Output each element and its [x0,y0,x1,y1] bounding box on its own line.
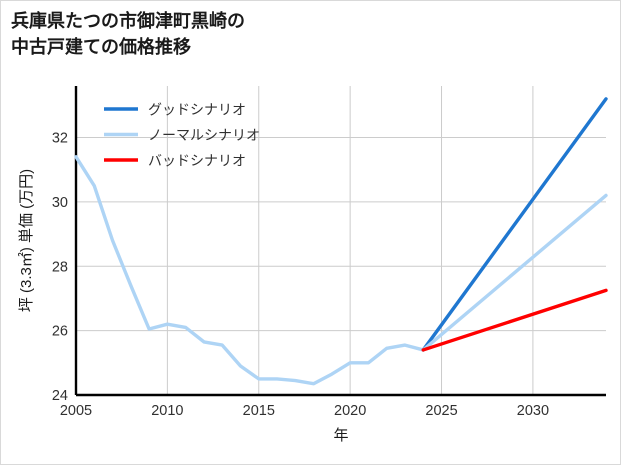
legend-label: グッドシナリオ [148,102,246,118]
x-tick-label: 2010 [151,403,183,419]
x-axis-title: 年 [333,427,348,444]
data-series-group [74,97,608,386]
x-tick-label: 2025 [425,403,457,419]
x-tick-label: 2005 [60,403,92,419]
grid-lines [75,86,606,396]
y-axis-title: 坪 (3.3㎡) 単価 (万円) [18,169,35,312]
chart-title: 兵庫県たつの市御津町黒崎の 中古戸建ての価格推移 [11,11,245,57]
series-line [421,288,608,352]
series-line [421,193,608,352]
y-axis-tick-labels: 24 26 28 30 32 [52,131,68,405]
y-tick-label: 32 [52,131,68,147]
series-line [421,97,608,352]
legend-label: バッドシナリオ [148,153,246,169]
y-tick-label: 26 [52,324,68,340]
x-axis-tick-labels: 2005 2010 2015 2020 2025 2030 [60,403,549,419]
y-tick-label: 30 [52,195,68,211]
axis-lines [74,86,606,397]
x-tick-label: 2030 [517,403,549,419]
y-tick-label: 28 [52,259,68,275]
legend-label: ノーマルシナリオ [148,127,260,143]
x-tick-label: 2020 [334,403,366,419]
y-tick-label: 24 [52,388,68,404]
x-tick-label: 2015 [243,403,275,419]
series-line [74,155,425,386]
